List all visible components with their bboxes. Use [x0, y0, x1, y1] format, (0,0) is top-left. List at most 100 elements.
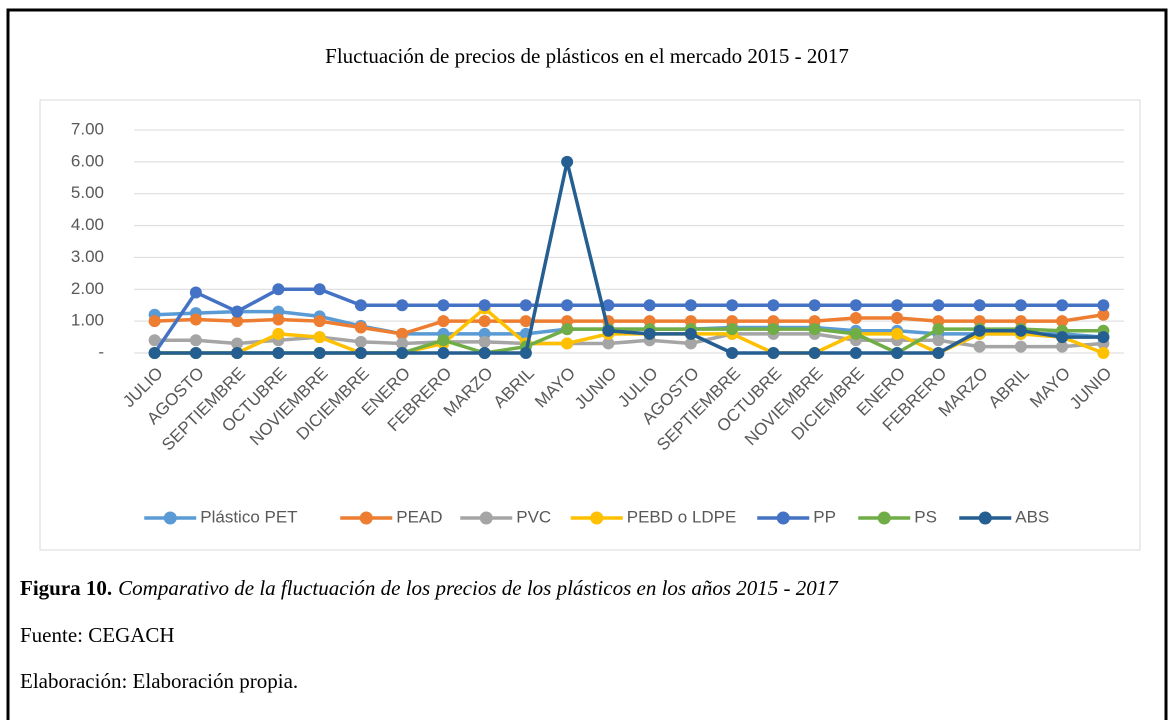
point — [272, 327, 285, 340]
point — [849, 299, 862, 312]
point — [684, 299, 697, 312]
point — [1056, 315, 1069, 328]
point — [272, 347, 285, 359]
legend-label: Plástico PET — [200, 507, 297, 526]
series-line — [153, 287, 1104, 354]
point — [437, 299, 450, 312]
series-line — [154, 160, 1104, 355]
point — [519, 299, 532, 312]
point — [189, 334, 202, 347]
y-tick-label: 3.00 — [71, 247, 104, 266]
legend-marker — [359, 511, 373, 525]
x-tick-label: JUNIO — [1066, 364, 1115, 413]
point — [849, 311, 862, 324]
point — [643, 299, 656, 312]
legend-label: ABS — [1015, 507, 1049, 526]
legend-marker — [978, 511, 992, 525]
point — [478, 315, 491, 328]
y-tick-label: 7.00 — [71, 119, 104, 138]
point — [849, 347, 862, 359]
point — [932, 347, 945, 359]
y-tick-label: - — [98, 342, 104, 361]
point — [519, 347, 532, 359]
caption-text: Comparativo de la fluctuación de los pre… — [118, 576, 839, 600]
point — [1097, 299, 1110, 312]
point — [148, 315, 161, 328]
point — [602, 324, 615, 337]
point — [1014, 299, 1027, 312]
point — [396, 299, 409, 312]
point — [726, 299, 739, 312]
point — [1097, 308, 1110, 321]
point — [932, 299, 945, 312]
point — [561, 155, 574, 168]
legend-label: PEAD — [396, 507, 442, 526]
source: Fuente: CEGACH — [20, 623, 175, 647]
point — [1056, 299, 1069, 312]
point — [726, 347, 739, 359]
point — [189, 347, 202, 359]
legend-marker — [163, 511, 177, 525]
point — [808, 347, 821, 359]
point — [684, 327, 697, 340]
point — [313, 315, 326, 328]
point — [148, 334, 161, 347]
point — [1056, 331, 1069, 344]
point — [231, 337, 244, 350]
legend-label: PS — [914, 507, 937, 526]
x-tick-label: MAYO — [1026, 364, 1074, 412]
point — [396, 347, 409, 359]
point — [891, 311, 904, 324]
caption-label: Figura 10. — [20, 576, 112, 600]
point — [973, 299, 986, 312]
point — [148, 347, 161, 359]
point — [354, 299, 367, 312]
x-tick-label: JUNIO — [571, 364, 620, 413]
legend-marker — [590, 511, 604, 525]
x-tick-label: ABRIL — [985, 364, 1033, 412]
point — [354, 321, 367, 334]
point — [396, 327, 409, 340]
point — [973, 324, 986, 337]
point — [478, 335, 491, 348]
chart-area — [39, 99, 1141, 551]
point — [313, 331, 326, 344]
point — [891, 327, 904, 340]
point — [231, 347, 244, 359]
point — [437, 315, 450, 328]
legend-label: PP — [813, 507, 836, 526]
point — [1097, 347, 1110, 359]
legend-label: PVC — [516, 507, 551, 526]
y-tick-label: 2.00 — [71, 279, 104, 298]
point — [1014, 324, 1027, 337]
point — [891, 299, 904, 312]
legend-marker — [479, 511, 493, 525]
point — [1056, 340, 1069, 353]
point — [849, 327, 862, 340]
point — [272, 313, 285, 326]
point — [891, 347, 904, 359]
point — [272, 283, 285, 296]
credit: Elaboración: Elaboración propia. — [20, 669, 298, 693]
point — [354, 347, 367, 359]
point — [767, 347, 780, 359]
point — [354, 335, 367, 348]
legend-marker — [776, 511, 790, 525]
point — [643, 327, 656, 340]
point — [932, 334, 945, 347]
point — [561, 299, 574, 312]
point — [231, 305, 244, 318]
caption: Figura 10. Comparativo de la fluctuación … — [20, 576, 839, 600]
point — [396, 337, 409, 350]
point — [189, 286, 202, 299]
point — [478, 347, 491, 359]
y-tick-label: 6.00 — [71, 151, 104, 170]
y-tick-label: 5.00 — [71, 183, 104, 202]
frame — [6, 8, 1168, 720]
point — [313, 283, 326, 296]
legend-marker — [877, 511, 891, 525]
point — [602, 337, 615, 350]
point — [189, 313, 202, 326]
point — [808, 323, 821, 336]
